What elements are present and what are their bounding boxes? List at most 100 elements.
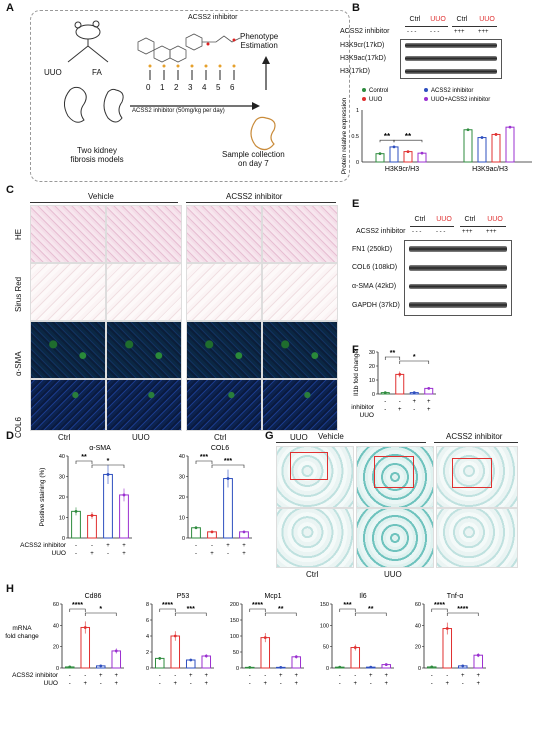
sig-bracket [91,464,125,468]
chart-h: 0204060Cd86*****---++-++02468P53*******-… [5,593,486,687]
sig-bracket [84,612,117,616]
chart-title: Mcp1 [264,593,281,600]
inhibitor-sign: - [195,543,197,549]
inhibitor-sign: - [249,673,251,679]
micrograph [186,321,262,379]
sig-bracket [174,612,207,616]
y-axis-label: Positive staining (%) [39,468,46,527]
y-tick-label: 200 [230,602,239,608]
uuo-sign: + [210,551,214,557]
y-tick-label: 0 [372,392,375,398]
panel-label-h: H [6,583,14,595]
uuo-label: UUO [52,550,66,557]
micrograph [30,379,106,431]
uuo-label: UUO [44,680,58,687]
uuo-sign: + [384,681,388,687]
inhibitor-sign: - [84,673,86,679]
bar [103,473,113,539]
y-tick-label: 10 [179,516,185,522]
y-axis-label: Protein relative expression [341,97,348,174]
molecule-icon [137,33,241,63]
micrograph [186,379,262,431]
b-lane-3: Ctrl [456,16,468,23]
inhibitor-sign: - [69,673,71,679]
legend-marker [362,97,366,101]
bar [491,133,501,163]
b-sign-4: +++ [478,29,489,35]
legend-label: UUO [369,97,383,103]
y-tick-label: 4 [146,634,149,640]
uuo-sign: - [370,681,372,687]
uuo-sign: - [384,407,386,413]
e-band-label-1: FN1 (250kD) [352,246,393,253]
zoom-box [290,452,328,480]
uuo-sign: + [398,407,402,413]
inhibitor-sign: - [446,673,448,679]
c-row-sirus: Sirus Red [14,276,23,312]
chart-d: 010203040α-SMA***---++-++010203040COL6**… [20,445,252,557]
day-5: 5 [216,83,221,92]
sig-bracket [211,464,245,468]
b-sign-1: - - - [407,29,417,35]
y-tick-label: 40 [53,623,59,629]
uuo-sign: - [413,407,415,413]
inhibitor-sign: - [91,543,93,549]
schematic-drawing [64,20,276,151]
sig-label: **** [162,602,173,609]
y-tick-label: 0 [418,666,421,672]
inhibitor-sign: - [339,673,341,679]
inhibitor-sign: - [264,673,266,679]
bar [80,626,91,669]
micrograph [276,508,354,568]
model-label-fa: FA [92,68,102,77]
sig-bracket [264,612,297,616]
data-point [406,150,410,153]
uuo-sign: - [107,551,109,557]
c-col-2: UUO [132,433,150,442]
micrograph [106,263,182,321]
micrograph [262,205,338,263]
bar [477,137,487,163]
uuo-sign: + [83,681,87,687]
y-tick-label: 1 [356,108,359,114]
sig-bracket [354,612,387,616]
y-tick-label: 20 [415,645,421,651]
c-col-4: UUO [290,433,308,442]
sig-label: ** [368,606,374,613]
b-band-label-3: H3(17kD) [340,68,370,75]
bar [389,146,399,163]
micrograph [262,379,338,431]
y-tick-label: 40 [415,623,421,629]
inhibitor-sign: + [99,673,103,679]
b-inhibitor-label: ACSS2 inhibitor [340,28,390,35]
y-tick-label: 150 [320,602,329,608]
y-tick-label: 0 [356,160,359,166]
sig-label: *** [343,602,351,609]
day-2: 2 [174,83,179,92]
e-band-label-3: α-SMA (42kD) [352,283,397,290]
legend-label: ACSS2 inhibitor [431,88,473,94]
inhibitor-sign: - [211,543,213,549]
uuo-sign: - [280,681,282,687]
schematic-frame [30,10,350,182]
category-label: H3K9cr/H3 [385,166,419,173]
c-col-3: Ctrl [214,433,227,442]
micrograph [106,321,182,379]
uuo-sign: + [173,681,177,687]
y-tick-label: 0 [182,536,185,542]
bar [505,126,515,163]
sig-bracket [249,608,266,612]
y-tick-label: 30 [59,475,65,481]
sig-label: ** [405,132,412,141]
uuo-sign: + [263,681,267,687]
g-vehicle-label: Vehicle [318,432,344,441]
y-tick-label: 0 [146,666,149,672]
day-3: 3 [188,83,193,92]
data-point [508,125,512,129]
c-inhibitor-label: ACSS2 inhibitor [226,192,283,201]
y-tick-label: 20 [369,364,375,370]
micrograph [30,205,106,263]
b-lane-2: UUO [430,16,446,23]
model-label-uuo: UUO [44,68,62,77]
uuo-sign: + [122,551,126,557]
